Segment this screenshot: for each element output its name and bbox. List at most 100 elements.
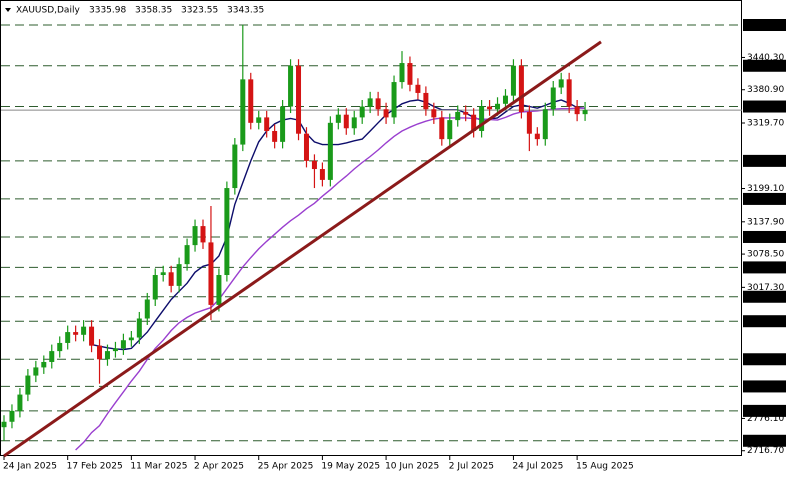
- candle-body: [168, 272, 174, 286]
- bar-high: 3358.35: [135, 6, 172, 16]
- moving-average: [75, 107, 586, 451]
- candle-body: [17, 394, 23, 411]
- candle-body: [359, 106, 365, 118]
- candle-body: [224, 188, 230, 276]
- y-tick-label: 3440.30: [747, 53, 784, 63]
- level-box: [743, 434, 786, 447]
- candle-body: [112, 348, 118, 352]
- x-tick-label: 2 Apr 2025: [194, 462, 244, 472]
- candle-body: [9, 410, 15, 422]
- level-label: 3000.00: [746, 292, 783, 302]
- level-label: 2885.00: [746, 355, 783, 365]
- trend-line: [3, 40, 602, 458]
- plot-frame: [0, 0, 742, 456]
- candle-body: [49, 351, 55, 362]
- candle-body: [319, 169, 325, 180]
- candle-body: [439, 117, 445, 140]
- level-box: [743, 59, 786, 72]
- candle-body: [574, 106, 580, 115]
- candle-body: [343, 114, 349, 129]
- level-box: [743, 353, 786, 366]
- candle-body: [335, 114, 341, 123]
- candle-body: [288, 65, 294, 107]
- candle-body: [33, 367, 39, 376]
- candle-body: [65, 332, 71, 343]
- candle-body: [327, 122, 333, 180]
- symbol: XAUUSD,Daily: [16, 6, 80, 16]
- y-tick-label: 3078.50: [747, 250, 784, 260]
- candle-body: [558, 79, 564, 88]
- candle-body: [399, 63, 405, 83]
- y-tick-label: 3199.10: [747, 184, 784, 194]
- moving-average: [91, 99, 586, 351]
- candle-body: [423, 92, 429, 110]
- candle-body: [41, 361, 47, 368]
- level-label: 3250.00: [746, 156, 783, 166]
- bar-open: 3335.98: [89, 6, 126, 16]
- candle-body: [495, 103, 501, 110]
- y-tick-label: 3319.70: [747, 118, 784, 128]
- candle-body: [200, 226, 206, 243]
- candle-body: [216, 275, 222, 305]
- candle-body: [81, 326, 87, 335]
- candle-body: [73, 332, 79, 335]
- level-box: [743, 192, 786, 205]
- candle-body: [311, 160, 317, 170]
- candle-body: [487, 106, 493, 110]
- candle-body: [57, 342, 63, 352]
- candle-body: [136, 318, 142, 338]
- bar-low: 3323.55: [181, 6, 218, 16]
- y-tick-label: 3017.30: [747, 283, 784, 293]
- candle-body: [303, 133, 309, 161]
- candle-body: [144, 299, 150, 319]
- candle-body: [89, 326, 95, 346]
- candle-body: [160, 272, 166, 276]
- candle-body: [1, 421, 7, 428]
- level-box: [743, 261, 786, 274]
- candle-body: [526, 111, 532, 134]
- x-tick-label: 24 Jul 2025: [512, 462, 563, 472]
- candle-body: [502, 95, 508, 104]
- level-label: 2955.00: [746, 317, 783, 327]
- y-tick-label: 2776.10: [747, 414, 784, 424]
- candle-body: [248, 79, 254, 123]
- level-label: 3350.00: [746, 102, 783, 112]
- candle-body: [534, 133, 540, 140]
- candle-body: [367, 98, 373, 107]
- y-tick-label: 2716.70: [747, 446, 784, 456]
- x-tick-label: 25 Apr 2025: [258, 462, 314, 472]
- candle-body: [264, 117, 270, 131]
- candle-body: [128, 337, 134, 341]
- candle-body: [479, 106, 485, 131]
- level-label: 3054.00: [746, 263, 783, 273]
- candle-body: [518, 65, 524, 112]
- candle-body: [232, 144, 238, 189]
- candle-body: [208, 242, 214, 305]
- candle-body: [447, 120, 453, 140]
- candle-body: [272, 130, 278, 142]
- candle-body: [296, 65, 302, 134]
- level-label: 3180.00: [746, 194, 783, 204]
- candle-body: [582, 110, 588, 115]
- level-label: 2835.00: [746, 382, 783, 392]
- candle-body: [184, 245, 190, 265]
- x-tick-label: 17 Feb 2025: [67, 462, 123, 472]
- level-box: [743, 380, 786, 393]
- candle-body: [25, 375, 31, 395]
- candle-body: [256, 117, 262, 123]
- x-tick-label: 24 Jan 2025: [3, 462, 57, 472]
- menu-icon: [5, 8, 11, 12]
- x-tick-label: 19 May 2025: [321, 462, 380, 472]
- level-box: [743, 19, 786, 32]
- x-tick-label: 15 Aug 2025: [576, 462, 634, 472]
- candle-body: [431, 109, 437, 118]
- y-tick-label: 3137.90: [747, 217, 784, 227]
- candle-body: [152, 275, 158, 300]
- candle-body: [240, 79, 246, 145]
- candle-body: [120, 340, 126, 349]
- level-box: [743, 315, 786, 328]
- level-label: 3425.00: [746, 61, 783, 71]
- candle-body: [455, 111, 461, 121]
- bar-close: 3343.35: [227, 6, 264, 16]
